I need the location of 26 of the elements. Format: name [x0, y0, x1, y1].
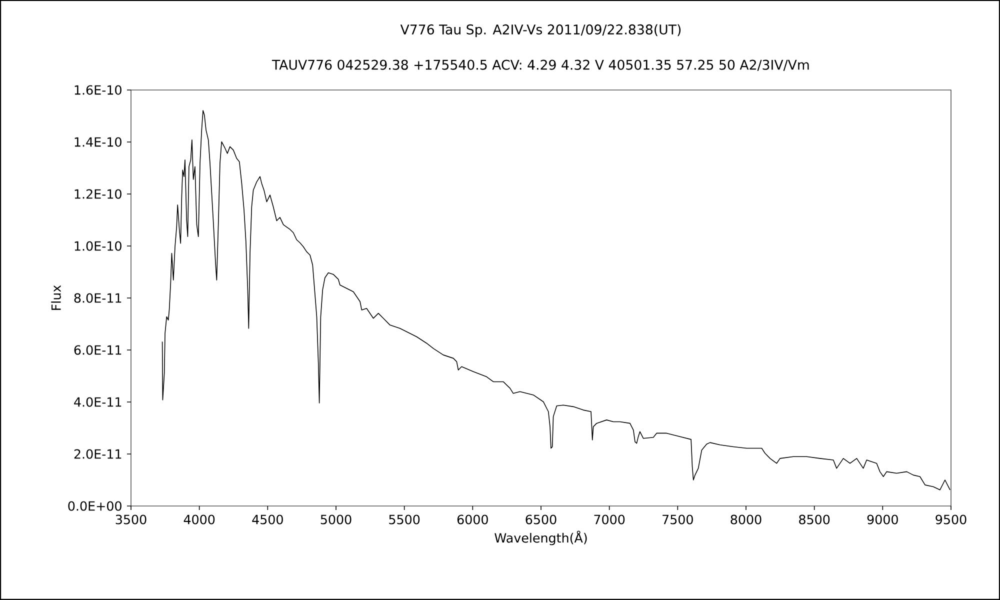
x-tick-label: 5500: [389, 514, 420, 524]
y-tick-label: 4.0E-11: [74, 397, 122, 407]
x-tick-label: 5000: [320, 514, 352, 524]
x-tick-label: 8500: [799, 514, 830, 524]
y-axis-title: Flux: [51, 285, 61, 310]
y-tick-label: 1.4E-10: [74, 137, 122, 147]
x-tick-label: 7000: [594, 514, 625, 524]
y-tick-label: 1.0E-10: [74, 241, 122, 251]
x-tick-label: 6500: [526, 514, 556, 524]
x-tick-label: 4000: [184, 514, 215, 524]
y-tick-label: 2.0E-11: [74, 449, 122, 459]
x-tick-label: 3500: [116, 514, 146, 524]
x-tick-label: 9500: [936, 514, 966, 524]
y-tick-label: 6.0E-11: [74, 345, 122, 355]
y-tick-label: 8.0E-11: [74, 293, 122, 303]
x-tick-label: 9000: [867, 514, 898, 524]
x-tick-label: 4500: [252, 514, 283, 524]
y-tick-label: 1.6E-10: [74, 85, 122, 95]
chart-subtitle: TAUV776 042529.38 +175540.5 ACV: 4.29 4.32 V 40501.35 57.25 50 A2/3IV/Vm: [272, 60, 809, 71]
x-axis-title: Wavelength(Å): [494, 530, 587, 546]
y-tick-label: 0.0E+00: [68, 501, 122, 511]
chart-title: V776 Tau Sp. A2IV-Vs 2011/09/22.838(UT): [400, 24, 681, 38]
x-tick-label: 6000: [457, 514, 488, 524]
y-tick-label: 1.2E-10: [74, 189, 122, 199]
x-tick-label: 8000: [730, 514, 762, 524]
x-tick-label: 7500: [662, 514, 693, 524]
